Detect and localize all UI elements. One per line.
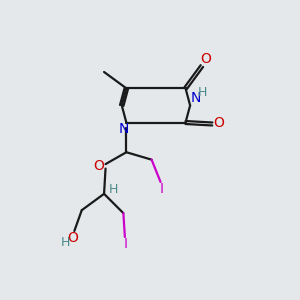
Text: O: O bbox=[67, 230, 78, 244]
Text: O: O bbox=[200, 52, 211, 67]
Text: O: O bbox=[94, 159, 104, 172]
Text: H: H bbox=[108, 183, 118, 196]
Text: H: H bbox=[61, 236, 70, 249]
Text: I: I bbox=[160, 182, 164, 197]
Text: I: I bbox=[124, 237, 128, 251]
Text: N: N bbox=[190, 91, 201, 105]
Text: O: O bbox=[213, 116, 224, 130]
Text: H: H bbox=[198, 85, 208, 98]
Text: N: N bbox=[118, 122, 129, 136]
